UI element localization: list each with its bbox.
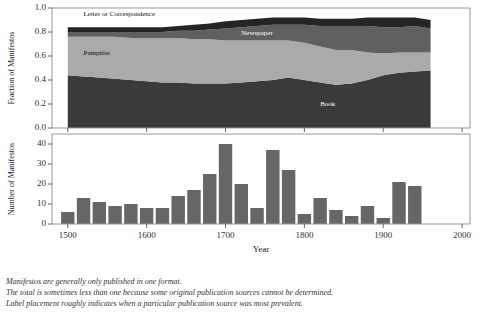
y-tick bbox=[48, 224, 52, 225]
layer-label: Newspaper bbox=[241, 29, 273, 37]
y-tick-label: 0.2 bbox=[35, 98, 46, 108]
bar bbox=[219, 144, 232, 224]
y-tick bbox=[48, 128, 52, 129]
bar bbox=[298, 214, 311, 224]
bar bbox=[345, 216, 358, 224]
bar bbox=[235, 184, 248, 224]
bar bbox=[392, 182, 405, 224]
y-tick-label: 0.6 bbox=[35, 50, 47, 60]
y-tick-label: 20 bbox=[37, 178, 47, 188]
x-tick-label: 1600 bbox=[138, 230, 157, 240]
x-tick bbox=[462, 224, 463, 228]
x-tick bbox=[67, 128, 68, 132]
y-tick-label: 0.8 bbox=[35, 26, 47, 36]
bar bbox=[187, 190, 200, 224]
bar bbox=[124, 204, 137, 224]
y-axis-label: Number of Manifestos bbox=[7, 143, 16, 215]
y-tick-label: 1.0 bbox=[35, 2, 47, 12]
x-tick bbox=[67, 224, 68, 228]
bar bbox=[171, 196, 184, 224]
y-tick-label: 40 bbox=[37, 138, 47, 148]
y-tick bbox=[48, 56, 52, 57]
x-tick bbox=[383, 128, 384, 132]
x-tick-label: 2000 bbox=[453, 230, 472, 240]
y-tick bbox=[48, 32, 52, 33]
y-tick bbox=[48, 144, 52, 145]
x-tick bbox=[304, 128, 305, 132]
y-tick-label: 0 bbox=[42, 218, 47, 228]
footnote: Manifestos are generally only published … bbox=[5, 277, 333, 308]
y-tick-label: 10 bbox=[37, 198, 47, 208]
chart: 0.0 0.2 0.4 0.6 0.8 1.0 Fraction of Manifestos… bbox=[0, 0, 480, 326]
x-tick bbox=[304, 224, 305, 228]
bar bbox=[93, 202, 106, 224]
layer-label: Book bbox=[320, 100, 336, 108]
y-tick-label: 0.0 bbox=[35, 122, 47, 132]
plot-frame bbox=[52, 8, 470, 128]
y-tick-label: 30 bbox=[37, 158, 47, 168]
bar bbox=[203, 174, 216, 224]
x-tick-label: 1700 bbox=[217, 230, 236, 240]
x-tick-label: 1800 bbox=[295, 230, 314, 240]
axes: 0.0 0.2 0.4 0.6 0.8 1.0 Fraction of Manifestos bbox=[7, 2, 470, 132]
x-tick bbox=[146, 128, 147, 132]
y-axis-label: Fraction of Manifestos bbox=[7, 32, 16, 105]
layer-label: Pamphlet bbox=[84, 49, 110, 57]
y-tick-label: 0.4 bbox=[35, 74, 47, 84]
x-tick bbox=[225, 128, 226, 132]
bar bbox=[361, 206, 374, 224]
bar bbox=[329, 210, 342, 224]
x-tick-label: 1900 bbox=[374, 230, 393, 240]
bars bbox=[61, 144, 421, 224]
x-tick bbox=[462, 128, 463, 132]
y-tick bbox=[48, 80, 52, 81]
bar bbox=[250, 208, 263, 224]
bar bbox=[156, 208, 169, 224]
x-axis-label: Year bbox=[253, 244, 270, 254]
y-tick bbox=[48, 204, 52, 205]
plot-frame bbox=[52, 134, 470, 224]
x-tick bbox=[146, 224, 147, 228]
bar bbox=[266, 150, 279, 224]
bar bbox=[282, 170, 295, 224]
layer-label: Letter or Correspondence bbox=[84, 10, 156, 18]
y-tick bbox=[48, 164, 52, 165]
bar bbox=[77, 198, 90, 224]
x-tick bbox=[383, 224, 384, 228]
bar bbox=[140, 208, 153, 224]
x-tick-label: 1500 bbox=[59, 230, 78, 240]
y-tick bbox=[48, 184, 52, 185]
bar bbox=[377, 218, 390, 224]
bar bbox=[108, 206, 121, 224]
axes: 0 10 20 30 40 1500 1600 1700 1800 1900 2000 Number … bbox=[7, 134, 472, 254]
areas bbox=[68, 18, 431, 128]
bar bbox=[61, 212, 74, 224]
x-tick bbox=[225, 224, 226, 228]
bar bbox=[408, 186, 421, 224]
bar bbox=[313, 198, 326, 224]
y-tick bbox=[48, 104, 52, 105]
y-tick bbox=[48, 8, 52, 9]
